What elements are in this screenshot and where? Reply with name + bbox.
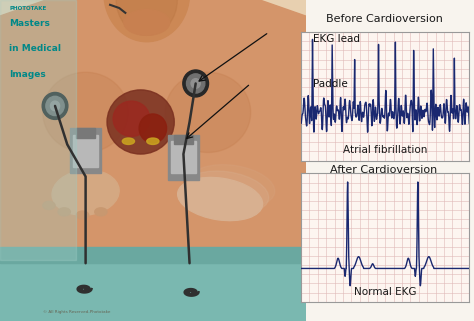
Ellipse shape: [139, 114, 167, 143]
Text: Paddle: Paddle: [313, 79, 347, 89]
Text: Atrial fibrillation: Atrial fibrillation: [343, 145, 428, 155]
Text: PHOTOTAKE: PHOTOTAKE: [9, 6, 46, 11]
Ellipse shape: [43, 202, 55, 210]
Ellipse shape: [124, 10, 170, 35]
Ellipse shape: [58, 208, 70, 216]
Circle shape: [191, 79, 200, 88]
Circle shape: [183, 70, 209, 97]
Ellipse shape: [107, 90, 174, 154]
Text: After Cardioversion: After Cardioversion: [330, 165, 438, 175]
Ellipse shape: [190, 165, 275, 208]
Ellipse shape: [113, 101, 150, 136]
Bar: [73, 135, 98, 167]
Text: © All Rights Reserved-Phototake: © All Rights Reserved-Phototake: [43, 310, 110, 314]
Text: in Medical: in Medical: [9, 44, 61, 53]
Ellipse shape: [178, 178, 263, 221]
Bar: [0, 247, 306, 263]
Bar: [0, 250, 306, 321]
Text: Masters: Masters: [9, 19, 50, 28]
Ellipse shape: [76, 211, 89, 219]
Ellipse shape: [122, 138, 135, 144]
Circle shape: [50, 101, 60, 111]
Text: Normal EKG: Normal EKG: [354, 287, 416, 297]
Bar: [174, 135, 192, 144]
Bar: [76, 128, 95, 138]
Circle shape: [186, 74, 205, 93]
Ellipse shape: [184, 171, 269, 214]
Bar: [0, 0, 306, 257]
Circle shape: [46, 96, 64, 116]
Ellipse shape: [52, 170, 119, 215]
Polygon shape: [0, 0, 306, 263]
Text: EKG lead: EKG lead: [313, 34, 360, 44]
Ellipse shape: [104, 0, 190, 42]
Ellipse shape: [165, 72, 251, 152]
Ellipse shape: [95, 208, 107, 216]
Bar: [70, 128, 101, 173]
Bar: [171, 141, 196, 173]
Text: Images: Images: [9, 70, 46, 79]
Bar: [0, 0, 76, 260]
Circle shape: [42, 92, 68, 119]
Ellipse shape: [122, 0, 171, 79]
Ellipse shape: [147, 138, 159, 144]
Text: Before Cardioversion: Before Cardioversion: [326, 14, 442, 24]
Ellipse shape: [116, 0, 177, 35]
Ellipse shape: [43, 72, 128, 152]
Bar: [168, 135, 199, 180]
